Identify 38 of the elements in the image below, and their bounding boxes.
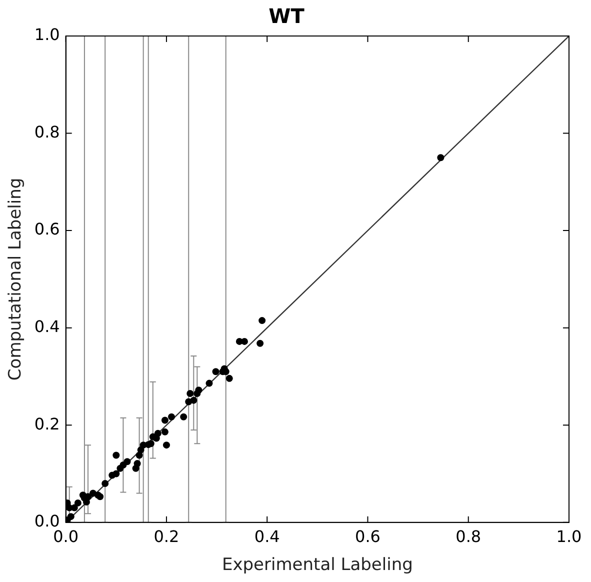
point	[195, 386, 202, 394]
point	[112, 470, 120, 478]
point	[74, 499, 82, 506]
x-tick-label: 0.4	[254, 527, 280, 546]
chart-title: WT	[268, 4, 305, 28]
x-tick-label: 0.6	[355, 527, 380, 546]
point	[256, 340, 264, 347]
y-axis-title: Computational Labeling	[6, 178, 26, 381]
point	[168, 413, 176, 420]
point	[206, 380, 213, 387]
x-axis-title: Experimental Labeling	[222, 555, 413, 576]
point	[226, 374, 233, 382]
point	[102, 480, 109, 487]
y-tick-label: 1.0	[34, 25, 60, 44]
point	[161, 428, 168, 436]
point	[67, 513, 74, 520]
point	[180, 413, 188, 420]
x-tick-label: 0.2	[154, 527, 180, 546]
point	[154, 430, 162, 437]
x-tick-label: 1.0	[556, 527, 582, 546]
point	[147, 440, 154, 448]
point	[186, 390, 194, 398]
point	[258, 317, 266, 324]
point	[437, 154, 444, 162]
point	[240, 338, 248, 345]
point	[162, 442, 170, 449]
point	[124, 458, 131, 466]
y-tick-label: 0.8	[34, 122, 60, 142]
point	[134, 460, 141, 468]
y-tick-label: 0.4	[34, 316, 60, 336]
point	[190, 396, 198, 404]
point	[70, 504, 78, 512]
y-tick-label: 0.6	[34, 220, 60, 239]
point	[212, 368, 220, 376]
point	[161, 416, 168, 424]
x-tick-label: 0.8	[456, 527, 482, 546]
y-tick-label: 0.2	[34, 414, 60, 434]
point	[112, 452, 120, 459]
